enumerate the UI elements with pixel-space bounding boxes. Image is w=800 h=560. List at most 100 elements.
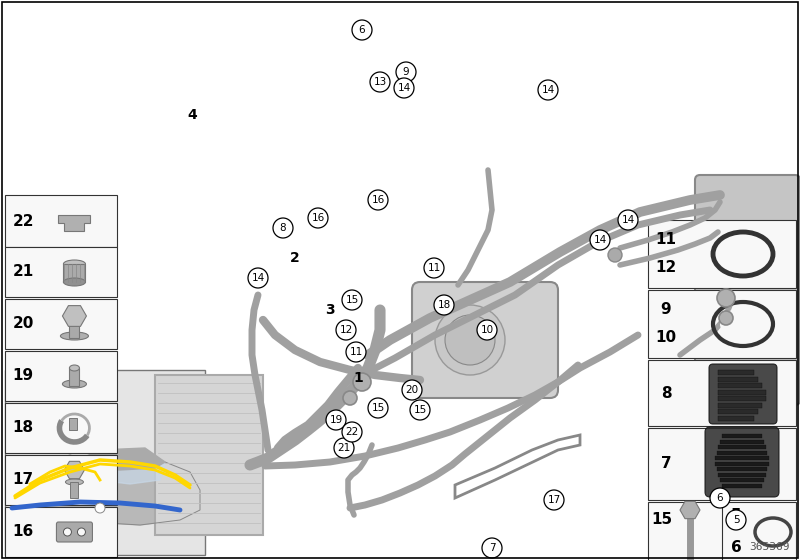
Circle shape <box>396 62 416 82</box>
Circle shape <box>95 503 105 513</box>
Circle shape <box>342 422 362 442</box>
Circle shape <box>394 78 414 98</box>
Bar <box>648 502 796 560</box>
Text: 3: 3 <box>325 303 335 317</box>
Text: 18: 18 <box>438 300 450 310</box>
Text: 10: 10 <box>655 330 677 346</box>
Text: 6: 6 <box>730 540 742 556</box>
Circle shape <box>402 380 422 400</box>
Polygon shape <box>8 458 200 525</box>
Circle shape <box>410 400 430 420</box>
Ellipse shape <box>70 365 79 371</box>
Bar <box>648 220 796 288</box>
Text: 6: 6 <box>358 25 366 35</box>
Bar <box>5 299 117 349</box>
FancyBboxPatch shape <box>412 282 558 398</box>
Text: 22: 22 <box>12 213 34 228</box>
Text: 16: 16 <box>12 525 34 539</box>
Ellipse shape <box>719 311 733 325</box>
Text: 20: 20 <box>12 316 34 332</box>
Text: 365369: 365369 <box>750 542 790 552</box>
Bar <box>70 418 78 430</box>
Text: 14: 14 <box>622 215 634 225</box>
Text: 15: 15 <box>651 512 673 528</box>
Circle shape <box>78 528 86 536</box>
Text: 16: 16 <box>371 195 385 205</box>
Text: 4: 4 <box>187 108 197 122</box>
Circle shape <box>424 258 444 278</box>
Bar <box>718 396 766 402</box>
Bar <box>5 247 117 297</box>
Circle shape <box>352 20 372 40</box>
Ellipse shape <box>445 315 495 365</box>
Ellipse shape <box>353 373 371 391</box>
Circle shape <box>368 190 388 210</box>
Text: 14: 14 <box>542 85 554 95</box>
Text: 17: 17 <box>13 473 34 488</box>
Text: 20: 20 <box>406 385 418 395</box>
Text: 21: 21 <box>338 443 350 453</box>
Circle shape <box>248 268 268 288</box>
Bar <box>718 473 766 477</box>
Bar <box>5 195 117 247</box>
Bar <box>718 409 758 414</box>
Text: 7: 7 <box>489 543 495 553</box>
Text: 18: 18 <box>13 421 34 436</box>
Bar <box>155 375 263 535</box>
Circle shape <box>370 72 390 92</box>
Bar <box>715 456 769 460</box>
Text: 14: 14 <box>251 273 265 283</box>
Polygon shape <box>8 450 75 490</box>
FancyBboxPatch shape <box>705 427 779 497</box>
Text: 12: 12 <box>655 260 677 276</box>
Text: 16: 16 <box>311 213 325 223</box>
Bar <box>718 445 766 449</box>
Bar <box>715 462 769 466</box>
Bar <box>722 434 762 438</box>
Polygon shape <box>55 460 165 484</box>
Text: 10: 10 <box>481 325 494 335</box>
Circle shape <box>590 230 610 250</box>
Text: 15: 15 <box>371 403 385 413</box>
Ellipse shape <box>435 305 505 375</box>
Text: 11: 11 <box>655 232 677 248</box>
Bar <box>722 484 762 488</box>
Text: 5: 5 <box>733 515 739 525</box>
Text: 7: 7 <box>661 456 671 472</box>
Text: 8: 8 <box>661 385 671 400</box>
Circle shape <box>477 320 497 340</box>
Ellipse shape <box>62 380 86 388</box>
Bar <box>5 403 117 453</box>
Text: 9: 9 <box>402 67 410 77</box>
Text: 14: 14 <box>398 83 410 93</box>
Ellipse shape <box>720 308 766 340</box>
Bar <box>718 376 758 381</box>
Text: 17: 17 <box>547 495 561 505</box>
Circle shape <box>368 398 388 418</box>
Ellipse shape <box>63 278 86 286</box>
Text: 13: 13 <box>374 77 386 87</box>
Circle shape <box>538 80 558 100</box>
Bar <box>70 368 79 386</box>
Text: 21: 21 <box>12 264 34 279</box>
FancyBboxPatch shape <box>709 364 777 424</box>
Circle shape <box>326 410 346 430</box>
Ellipse shape <box>61 332 89 340</box>
Bar <box>70 316 79 338</box>
Circle shape <box>618 210 638 230</box>
Bar <box>5 455 117 505</box>
Text: 19: 19 <box>13 368 34 384</box>
Text: 9: 9 <box>661 302 671 318</box>
Ellipse shape <box>66 479 83 485</box>
Circle shape <box>482 538 502 558</box>
Text: 2: 2 <box>290 251 300 265</box>
Text: 15: 15 <box>346 295 358 305</box>
Circle shape <box>273 218 293 238</box>
Circle shape <box>334 438 354 458</box>
Bar <box>63 264 86 282</box>
Bar <box>5 351 117 401</box>
Polygon shape <box>55 448 165 470</box>
Bar <box>718 390 766 395</box>
Circle shape <box>308 208 328 228</box>
Text: 14: 14 <box>594 235 606 245</box>
